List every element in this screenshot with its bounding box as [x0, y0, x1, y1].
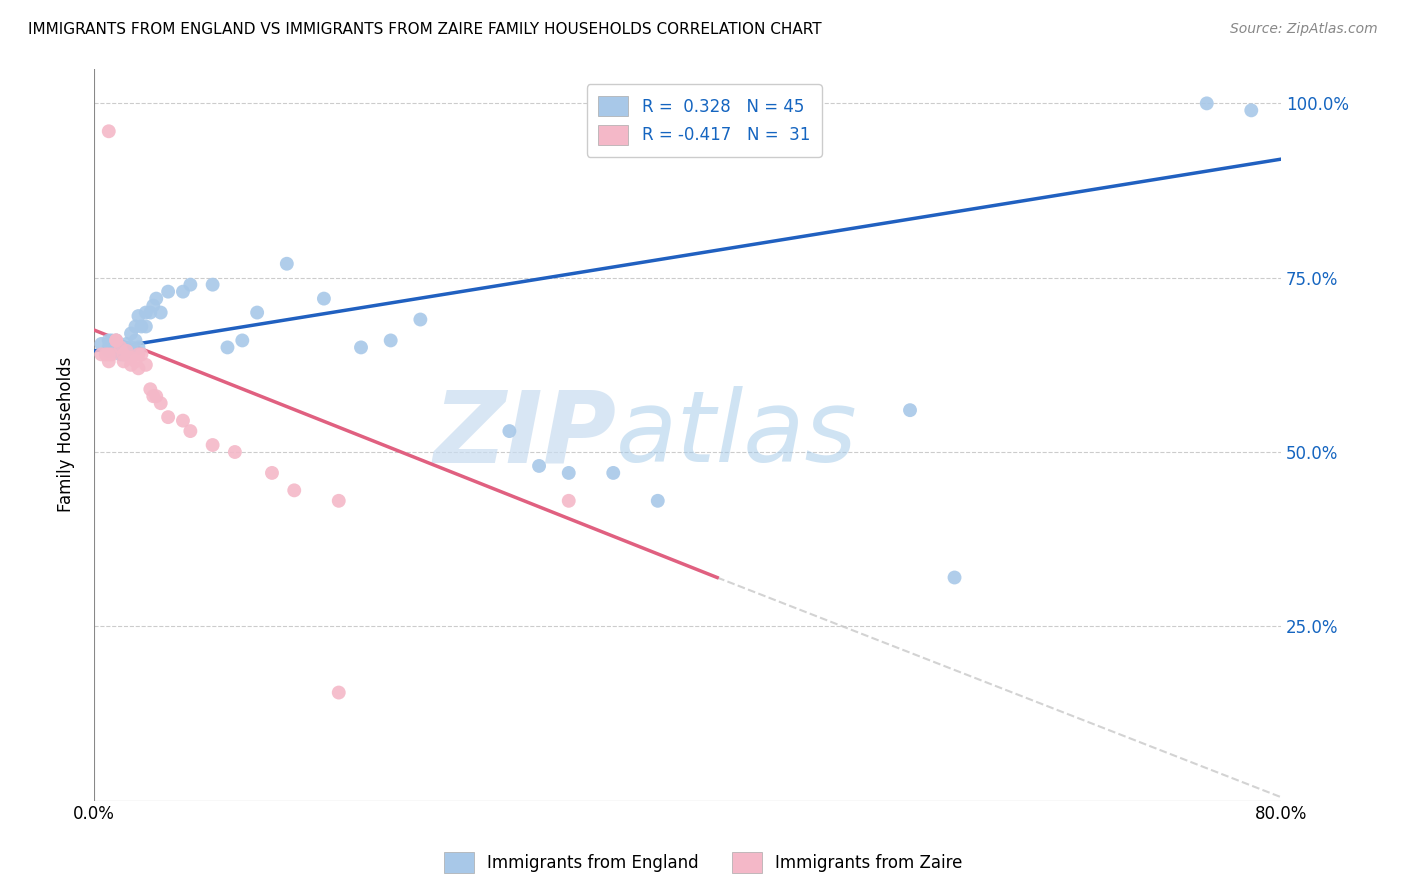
Point: [145, 389, 167, 403]
Point: [90, 337, 112, 351]
Point: [124, 354, 146, 368]
Point: [97, 343, 120, 358]
Point: [149, 396, 172, 410]
Point: [127, 309, 149, 323]
Legend: R =  0.328   N = 45, R = -0.417   N =  31: R = 0.328 N = 45, R = -0.417 N = 31: [586, 84, 821, 156]
Point: [120, 340, 142, 354]
Point: [201, 438, 224, 452]
Point: [139, 382, 162, 396]
Text: Source: ZipAtlas.com: Source: ZipAtlas.com: [1230, 22, 1378, 37]
Point: [602, 466, 624, 480]
Point: [558, 466, 581, 480]
Point: [142, 299, 165, 313]
Point: [380, 334, 402, 348]
Point: [328, 493, 350, 508]
Point: [124, 319, 146, 334]
Text: ZIP: ZIP: [433, 386, 616, 483]
Point: [112, 340, 135, 354]
Point: [350, 340, 373, 354]
Point: [283, 483, 305, 498]
Point: [201, 277, 224, 292]
Point: [527, 458, 550, 473]
Point: [145, 292, 167, 306]
Point: [112, 347, 135, 361]
Point: [115, 343, 138, 358]
Point: [100, 347, 122, 361]
Point: [105, 334, 128, 348]
Point: [135, 319, 157, 334]
Point: [276, 257, 298, 271]
Point: [112, 347, 135, 361]
Point: [157, 285, 180, 299]
Point: [898, 403, 921, 417]
Point: [409, 312, 432, 326]
Point: [246, 305, 269, 319]
Point: [105, 334, 128, 348]
Point: [110, 347, 132, 361]
Text: atlas: atlas: [616, 386, 858, 483]
Point: [647, 493, 669, 508]
Point: [1195, 96, 1218, 111]
Point: [97, 340, 120, 354]
Point: [131, 347, 153, 361]
Point: [224, 445, 246, 459]
Point: [142, 389, 165, 403]
Point: [97, 124, 120, 138]
Point: [120, 326, 142, 341]
Point: [112, 354, 135, 368]
Point: [90, 347, 112, 361]
Point: [312, 292, 335, 306]
Point: [97, 334, 120, 348]
Point: [131, 319, 153, 334]
Point: [110, 340, 132, 354]
Point: [260, 466, 283, 480]
Point: [124, 334, 146, 348]
Point: [135, 305, 157, 319]
Text: IMMIGRANTS FROM ENGLAND VS IMMIGRANTS FROM ZAIRE FAMILY HOUSEHOLDS CORRELATION C: IMMIGRANTS FROM ENGLAND VS IMMIGRANTS FR…: [28, 22, 821, 37]
Point: [139, 305, 162, 319]
Point: [328, 685, 350, 699]
Point: [100, 334, 122, 348]
Point: [97, 354, 120, 368]
Point: [157, 410, 180, 425]
Point: [179, 424, 201, 438]
Point: [127, 361, 149, 376]
Point: [120, 351, 142, 365]
Point: [105, 343, 128, 358]
Point: [231, 334, 253, 348]
Point: [172, 285, 194, 299]
Y-axis label: Family Households: Family Households: [58, 357, 75, 512]
Point: [135, 358, 157, 372]
Point: [558, 493, 581, 508]
Point: [97, 347, 120, 361]
Point: [179, 277, 201, 292]
Legend: Immigrants from England, Immigrants from Zaire: Immigrants from England, Immigrants from…: [437, 846, 969, 880]
Point: [943, 570, 966, 584]
Point: [1240, 103, 1263, 118]
Point: [120, 358, 142, 372]
Point: [498, 424, 520, 438]
Point: [115, 337, 138, 351]
Point: [127, 340, 149, 354]
Point: [149, 305, 172, 319]
Point: [105, 334, 128, 348]
Point: [172, 414, 194, 428]
Point: [94, 347, 117, 361]
Point: [127, 347, 149, 361]
Point: [217, 340, 239, 354]
